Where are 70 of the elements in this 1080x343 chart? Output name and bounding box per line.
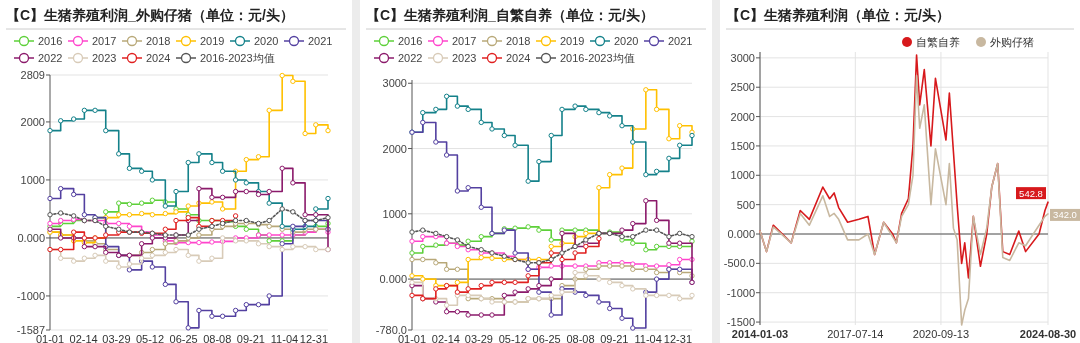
legend-label: 2018	[506, 35, 531, 47]
y-tick-label: 2809	[20, 69, 45, 81]
y-tick-label: 1000	[382, 207, 407, 220]
x-tick-label: 02-14	[431, 333, 460, 343]
data-label: 342.0	[1053, 209, 1077, 221]
x-tick-label: 05-12	[135, 333, 165, 343]
legend-label: 2020	[254, 35, 279, 47]
y-tick-label: 2000	[20, 115, 45, 128]
legend-label: 2023	[452, 52, 477, 64]
legend-label: 2022	[398, 52, 423, 64]
y-tick-label: -780.0	[375, 324, 407, 336]
x-tick-label: 01-01	[35, 333, 65, 343]
x-tick-label: 2014-01-03	[731, 328, 789, 340]
legend-label: 外购仔猪	[990, 36, 1034, 48]
y-tick-label: -1587	[16, 324, 45, 336]
legend-label: 2017	[92, 35, 117, 47]
legend-label: 2016-2023均值	[560, 52, 635, 64]
y-tick-label: 500	[736, 198, 755, 211]
y-tick-label: -500.0	[723, 257, 755, 270]
x-tick-label: 08-08	[203, 333, 232, 343]
legend-label: 2019	[200, 35, 225, 47]
x-tick-label: 01-01	[397, 333, 427, 343]
legend-label: 2022	[38, 52, 63, 64]
legend-label: 2016	[398, 35, 423, 47]
legend-label: 2019	[560, 35, 585, 47]
y-tick-label: -1000	[726, 286, 755, 299]
y-tick-label: 3000	[730, 51, 755, 64]
y-tick-label: 3000	[382, 77, 407, 90]
x-tick-label: 12-31	[299, 333, 328, 343]
x-tick-label: 11-04	[634, 333, 662, 343]
x-tick-label: 2024-08-30	[1019, 328, 1077, 340]
chart-title: 【C】生猪养殖利润_外购仔猪（单位：元/头）	[6, 7, 294, 23]
legend-label: 2018	[146, 35, 171, 47]
x-tick-label: 06-25	[169, 333, 198, 343]
x-tick-label: 08-08	[566, 333, 595, 343]
y-tick-label: 1000	[730, 169, 755, 182]
legend-label: 2021	[308, 35, 333, 47]
legend-label: 2020	[614, 35, 639, 47]
y-tick-label: 2500	[730, 81, 755, 94]
y-tick-label: -1000	[16, 289, 45, 302]
y-tick-label: 1000	[20, 173, 45, 186]
x-tick-label: 03-29	[102, 333, 131, 343]
legend-label: 2016	[38, 35, 63, 47]
x-tick-label: 2020-09-13	[912, 328, 970, 340]
legend-label: 2023	[92, 52, 117, 64]
legend-label: 2017	[452, 35, 477, 47]
legend-label: 2021	[668, 35, 693, 47]
legend-label: 2016-2023均值	[200, 52, 275, 64]
y-tick-label: 2000	[382, 142, 407, 155]
data-label: 542.8	[1019, 187, 1043, 199]
y-tick-label: 2000	[730, 110, 755, 123]
legend-label: 自繁自养	[916, 36, 960, 48]
x-tick-label: 06-25	[532, 333, 561, 343]
y-tick-label: 0.000	[379, 273, 407, 286]
x-tick-label: 09-21	[600, 333, 629, 343]
chart-title: 【C】生猪养殖利润（单位：元/头）	[726, 7, 950, 23]
x-tick-label: 03-29	[464, 333, 493, 343]
y-tick-label: 0.000	[17, 231, 45, 244]
chart-title: 【C】生猪养殖利润_自繁自养（单位：元/头）	[366, 7, 654, 23]
x-tick-label: 09-21	[236, 333, 265, 343]
x-tick-label: 02-14	[69, 333, 98, 343]
legend-label: 2024	[506, 52, 531, 64]
x-tick-label: 11-04	[270, 333, 299, 343]
x-tick-label: 2017-07-14	[827, 328, 884, 340]
x-tick-label: 12-31	[663, 333, 692, 343]
y-tick-label: 1500	[730, 139, 755, 152]
y-tick-label: -1500	[726, 316, 755, 329]
x-tick-label: 05-12	[498, 333, 527, 343]
y-tick-label: 0.000	[727, 228, 755, 240]
legend-label: 2024	[146, 52, 171, 64]
